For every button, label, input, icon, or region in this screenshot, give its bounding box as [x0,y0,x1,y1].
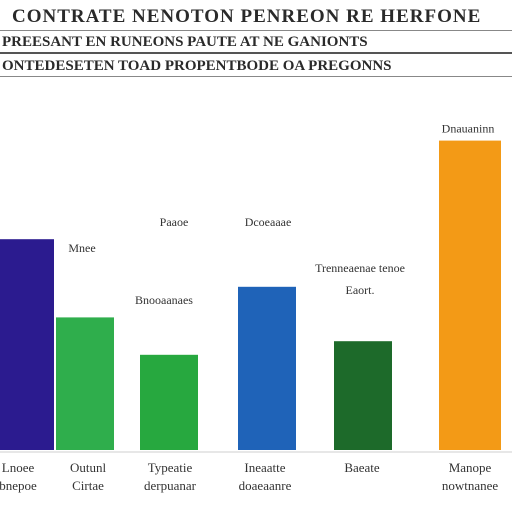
chart-title-line-2: PREESANT EN RUNEONS PAUTE AT NE GANIONTS [2,34,368,50]
category-label-3-line-1: Typeatie [148,460,193,475]
bar-6 [439,140,501,450]
category-label-5-line-1: Baeate [344,460,380,475]
category-label-4-line-2: doaeaanre [239,478,292,493]
chart-title-line-3: ONTEDESETEN TOAD PROPENTBODE OA PREGONNS [2,58,392,74]
data-label-2: Bnooaanaes [135,293,193,307]
data-label-5-line-2: Eaort. [346,283,375,297]
category-label-4-line-1: Ineaatte [244,460,285,475]
category-label-2-line-1: Outunl [70,460,107,475]
bar-2 [56,317,114,450]
category-label-6-line-2: nowtnanee [442,478,499,493]
data-labels-group: Mnee Bnooaanaes Paaoe Dcoeaaae Trenneaenae t… [68,122,494,307]
category-labels-group: Lnoee bnepoe Outunl Cirtae Typeatie derpuanar… [0,460,498,493]
category-label-1-line-2: bnepoe [0,478,37,493]
bar-3 [140,354,198,450]
category-label-6-line-1: Manope [449,460,492,475]
bars-group [0,140,501,450]
title-rule-bottom [0,76,512,77]
data-label-1: Mnee [68,241,95,255]
bar-5 [334,341,392,450]
bar-4 [238,286,296,450]
category-label-1-line-1: Lnoee [2,460,35,475]
category-label-3-line-2: derpuanar [144,478,197,493]
data-label-6: Dnauaninn [442,122,495,136]
data-label-5-line-1: Trenneaenae tenoe [315,261,405,275]
chart-title-line-1: CONTRATE NENOTON PENREON RE HERFONE [12,6,482,27]
title-rule-middle [0,52,512,54]
data-label-3: Paaoe [160,215,189,229]
category-label-2-line-2: Cirtae [72,478,104,493]
title-rule-top [0,30,512,31]
data-label-4: Dcoeaaae [245,215,292,229]
bar-1 [0,239,54,450]
